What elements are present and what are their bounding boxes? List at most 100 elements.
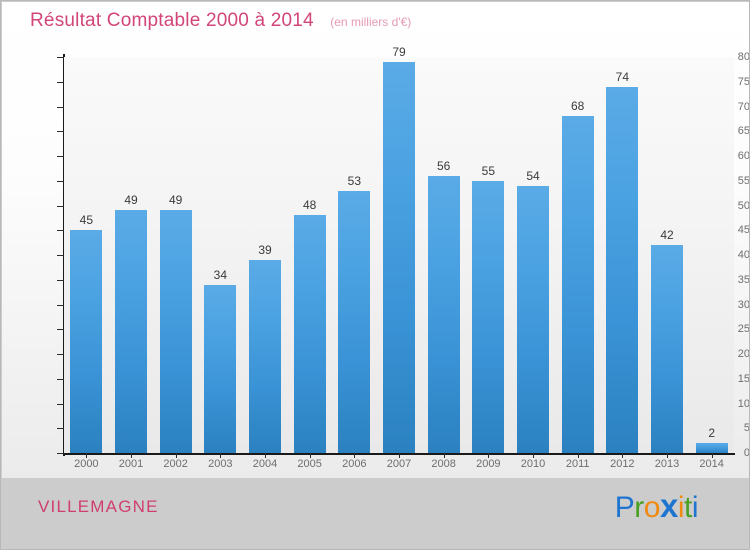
x-axis-label: 2000 — [74, 458, 99, 470]
bar-value-label: 68 — [570, 99, 585, 114]
x-axis-tick — [488, 453, 490, 458]
proxiti-logo: Proxiti — [614, 487, 699, 525]
y-axis-tick — [57, 453, 65, 454]
x-axis-label: 2013 — [654, 458, 680, 470]
x-axis-tick — [533, 453, 534, 458]
x-axis-label: 2005 — [297, 458, 322, 470]
y-axis-label: 65 — [737, 125, 750, 138]
x-axis-label: 2007 — [386, 458, 412, 470]
x-axis-tick — [309, 453, 311, 458]
bar-value-label: 45 — [79, 213, 93, 228]
bar-group: 48 — [293, 57, 326, 453]
y-axis-label: 60 — [737, 150, 750, 162]
x-axis-label: 2011 — [565, 458, 590, 470]
x-axis-tick — [622, 453, 624, 458]
bar-group: 55 — [472, 57, 505, 453]
logo-letter: i — [691, 491, 699, 524]
bar[interactable] — [159, 210, 192, 453]
bar[interactable] — [70, 230, 103, 453]
x-axis-tick — [86, 453, 88, 458]
y-axis-label: 10 — [737, 397, 750, 410]
bar[interactable] — [204, 284, 237, 453]
x-axis-tick — [131, 453, 132, 458]
bar-value-label: 2 — [708, 426, 715, 441]
bar-group: 49 — [115, 57, 147, 453]
x-axis-label: 2008 — [431, 458, 456, 470]
x-axis-label: 2001 — [118, 458, 144, 470]
y-axis-tick — [57, 230, 65, 232]
x-axis-tick — [265, 453, 266, 458]
bar-value-label: 54 — [526, 168, 540, 183]
y-axis-label: 50 — [737, 199, 750, 212]
y-axis-tick — [57, 106, 65, 108]
y-axis-tick — [57, 403, 65, 405]
bar[interactable] — [427, 175, 460, 453]
y-axis-tick — [57, 428, 65, 430]
bar[interactable] — [606, 86, 639, 453]
bar[interactable] — [383, 61, 415, 453]
x-axis-tick — [711, 453, 713, 458]
y-axis-label: 30 — [737, 298, 750, 311]
bar-group: 49 — [159, 57, 192, 453]
bar-value-label: 53 — [347, 173, 361, 188]
bar[interactable] — [472, 180, 505, 453]
bar-group: 74 — [606, 57, 639, 453]
bar-value-label: 49 — [124, 193, 138, 208]
x-axis-label: 2006 — [342, 458, 367, 470]
y-axis-tick — [57, 131, 65, 133]
logo-letter: r — [634, 491, 644, 524]
bar-value-label: 74 — [615, 69, 629, 84]
bar-value-label: 39 — [258, 242, 272, 257]
bar[interactable] — [517, 185, 549, 453]
title-row: Résultat Comptable 2000 à 2014 (en milli… — [30, 10, 411, 32]
x-axis-label: 2004 — [252, 458, 278, 470]
footer: VILLEMAGNE Proxiti — [2, 478, 749, 549]
y-axis-label: 35 — [737, 273, 750, 286]
y-axis-tick — [57, 304, 65, 306]
x-axis-tick — [175, 453, 177, 458]
bar[interactable] — [338, 190, 371, 453]
bar-value-label: 49 — [168, 193, 183, 208]
bar-group: 79 — [383, 45, 415, 453]
y-axis-label: 15 — [737, 372, 750, 385]
bar[interactable] — [249, 259, 281, 453]
bar[interactable] — [561, 116, 594, 453]
y-axis-label: 70 — [737, 100, 750, 113]
chart-panel: Résultat Comptable 2000 à 2014 (en milli… — [2, 2, 750, 478]
x-axis-tick — [354, 453, 356, 458]
x-axis-tick — [577, 453, 579, 458]
bar-value-label: 42 — [660, 228, 674, 243]
bar[interactable] — [695, 443, 728, 453]
x-axis-tick — [667, 453, 668, 458]
y-axis-tick — [57, 354, 65, 355]
x-axis-label: 2003 — [208, 458, 233, 470]
y-axis-label: 40 — [737, 249, 750, 261]
x-axis-label: 2009 — [476, 458, 501, 470]
x-axis-label: 2002 — [163, 458, 188, 470]
bar-value-label: 55 — [481, 163, 495, 178]
y-axis-label: 20 — [737, 348, 750, 360]
bar-group: 39 — [249, 57, 281, 453]
bar[interactable] — [651, 245, 683, 453]
y-axis-tick — [57, 81, 65, 83]
x-axis-tick — [220, 453, 222, 458]
logo-letter: i — [677, 491, 685, 524]
bar-group: 34 — [204, 57, 237, 453]
x-axis-label: 2012 — [610, 458, 635, 470]
page-title: Résultat Comptable 2000 à 2014 — [30, 10, 314, 31]
bar-group: 2 — [695, 57, 728, 453]
bar-value-label: 79 — [392, 44, 406, 59]
y-axis-label: 25 — [737, 323, 750, 336]
bar-group: 56 — [427, 57, 460, 453]
bar-group: 54 — [517, 57, 549, 453]
bar[interactable] — [115, 210, 147, 453]
y-axis-tick — [57, 57, 65, 58]
logo-letter: P — [614, 491, 635, 524]
bar[interactable] — [293, 215, 326, 453]
bar-group: 45 — [70, 57, 103, 453]
y-axis-tick — [57, 156, 65, 157]
bar-group: 53 — [338, 57, 371, 453]
y-axis-label: 0 — [743, 447, 750, 459]
y-axis-tick — [57, 205, 65, 207]
